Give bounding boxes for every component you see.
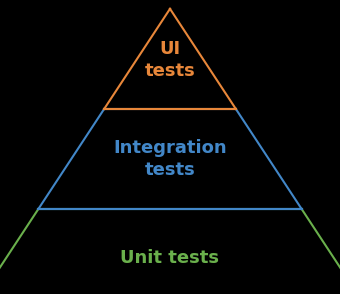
Text: Unit tests: Unit tests [120,249,220,267]
Text: Integration
tests: Integration tests [113,139,227,179]
Text: UI
tests: UI tests [144,40,196,80]
